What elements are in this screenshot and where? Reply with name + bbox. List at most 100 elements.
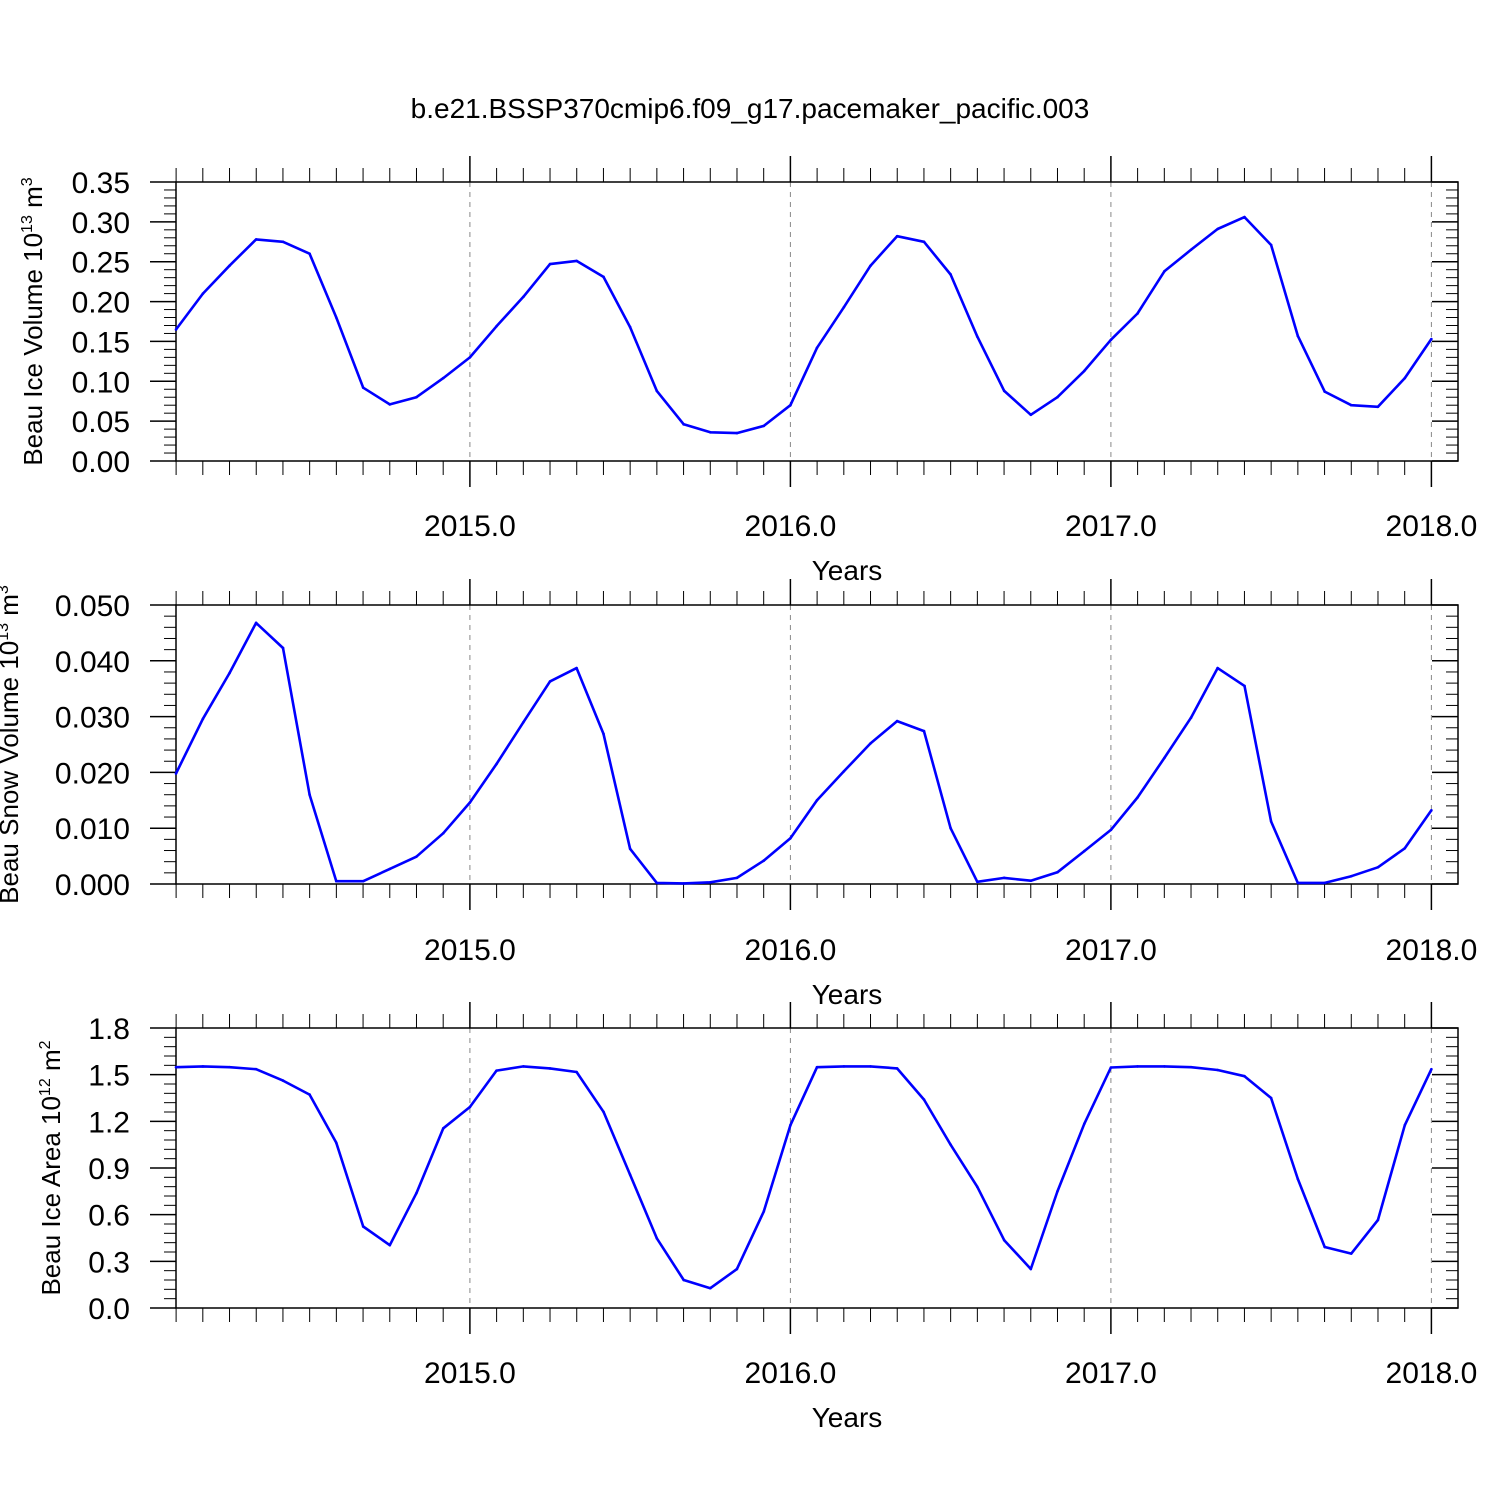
data-point: [228, 671, 231, 675]
data-point: [1189, 716, 1193, 720]
data-point: [1109, 338, 1113, 342]
data-point: [254, 238, 258, 241]
chart-panel-1: 2015.0 2016.0 2017.0 2018.0 0.00 0.05 0.10 0.15…: [18, 156, 1477, 586]
data-point: [361, 386, 365, 389]
data-point: [495, 1069, 498, 1072]
data-point: [1349, 1252, 1353, 1255]
data-point: [895, 1067, 899, 1070]
data-point: [762, 859, 766, 862]
data-point: [762, 1210, 766, 1213]
data-point: [1082, 849, 1086, 853]
data-point: [708, 881, 712, 884]
data-point: [949, 1143, 952, 1146]
data-point: [228, 1065, 231, 1069]
x-tick-label: 2016.0: [745, 934, 837, 967]
data-point: [254, 1067, 258, 1071]
data-point: [655, 1237, 659, 1240]
data-point: [1056, 395, 1059, 399]
data-point: [1269, 243, 1273, 247]
y-tick-label: 0.0: [88, 1293, 130, 1326]
data-point: [1403, 1123, 1407, 1127]
data-point: [762, 424, 766, 428]
data-point: [1163, 269, 1166, 273]
data-point: [1430, 1067, 1433, 1071]
data-point: [842, 769, 846, 773]
y-tick-label: 1.2: [88, 1106, 130, 1139]
data-point: [468, 801, 472, 804]
data-point: [1376, 405, 1380, 409]
data-point: [1029, 413, 1033, 417]
y-tick-label: 1.5: [88, 1060, 130, 1093]
data-point: [174, 772, 178, 775]
x-axis-label: Years: [812, 979, 883, 1010]
x-tick-label: 2018.0: [1386, 510, 1478, 543]
data-point: [1403, 376, 1407, 380]
data-point: [1323, 881, 1326, 885]
data-point: [522, 295, 525, 299]
y-tick-label: 0.15: [72, 326, 130, 359]
x-tick-label: 2017.0: [1065, 1357, 1157, 1390]
data-point: [1349, 874, 1353, 878]
y-tick-label: 0.000: [55, 869, 130, 902]
data-point: [1269, 820, 1273, 823]
data-point: [281, 646, 285, 650]
data-point: [1403, 846, 1407, 850]
data-point: [628, 325, 632, 329]
data-point: [201, 1065, 205, 1068]
data-point: [708, 431, 712, 434]
data-point: [815, 346, 819, 350]
x-tick-label: 2017.0: [1065, 510, 1157, 543]
data-point: [522, 1065, 525, 1068]
data-point: [548, 262, 552, 266]
x-tick-label: 2017.0: [1065, 934, 1157, 967]
data-point: [1029, 879, 1033, 882]
data-point: [1109, 828, 1113, 832]
data-point: [415, 855, 418, 858]
data-point: [361, 879, 365, 883]
data-point: [1216, 666, 1219, 670]
data-point: [415, 395, 418, 399]
data-point: [975, 1185, 979, 1189]
data-point: [975, 880, 979, 884]
data-point: [1349, 403, 1353, 407]
y-tick-label: 0.010: [55, 813, 130, 846]
x-tick-label: 2018.0: [1386, 1357, 1478, 1390]
y-tick-label: 0.9: [88, 1153, 130, 1186]
data-point: [388, 867, 392, 871]
data-point: [1216, 227, 1219, 231]
data-point: [441, 376, 445, 380]
data-point: [682, 882, 685, 885]
data-point: [1269, 1096, 1273, 1100]
data-point: [1082, 369, 1086, 373]
data-point: [682, 1278, 685, 1282]
data-point: [869, 742, 872, 745]
x-tick-label: 2015.0: [424, 510, 516, 543]
data-point: [1002, 1238, 1006, 1242]
data-point: [1163, 1065, 1166, 1068]
y-tick-label: 0.05: [72, 406, 130, 439]
data-point: [895, 719, 899, 723]
data-point: [1296, 881, 1300, 885]
data-point: [949, 273, 952, 276]
data-point: [842, 1065, 846, 1068]
data-point: [628, 847, 632, 851]
x-tick-label: 2016.0: [745, 1357, 837, 1390]
data-point: [922, 1098, 926, 1101]
y-tick-label: 0.040: [55, 646, 130, 679]
data-point: [1136, 796, 1139, 799]
data-point: [281, 240, 285, 244]
data-point: [1136, 1065, 1139, 1068]
data-point: [815, 1065, 819, 1069]
data-point: [708, 1286, 712, 1290]
data-point: [735, 431, 739, 435]
data-point: [842, 305, 846, 309]
data-point: [575, 666, 578, 670]
data-point: [415, 1191, 418, 1195]
data-point: [334, 316, 338, 319]
data-point: [602, 1110, 605, 1114]
data-point: [1296, 1177, 1300, 1181]
y-tick-label: 1.8: [88, 1013, 130, 1046]
data-series-line: [175, 1065, 1433, 1290]
chart-panel-2: 2015.0 2016.0 2017.0 2018.0 0.000 0.010 0.020 0…: [0, 579, 1477, 1010]
